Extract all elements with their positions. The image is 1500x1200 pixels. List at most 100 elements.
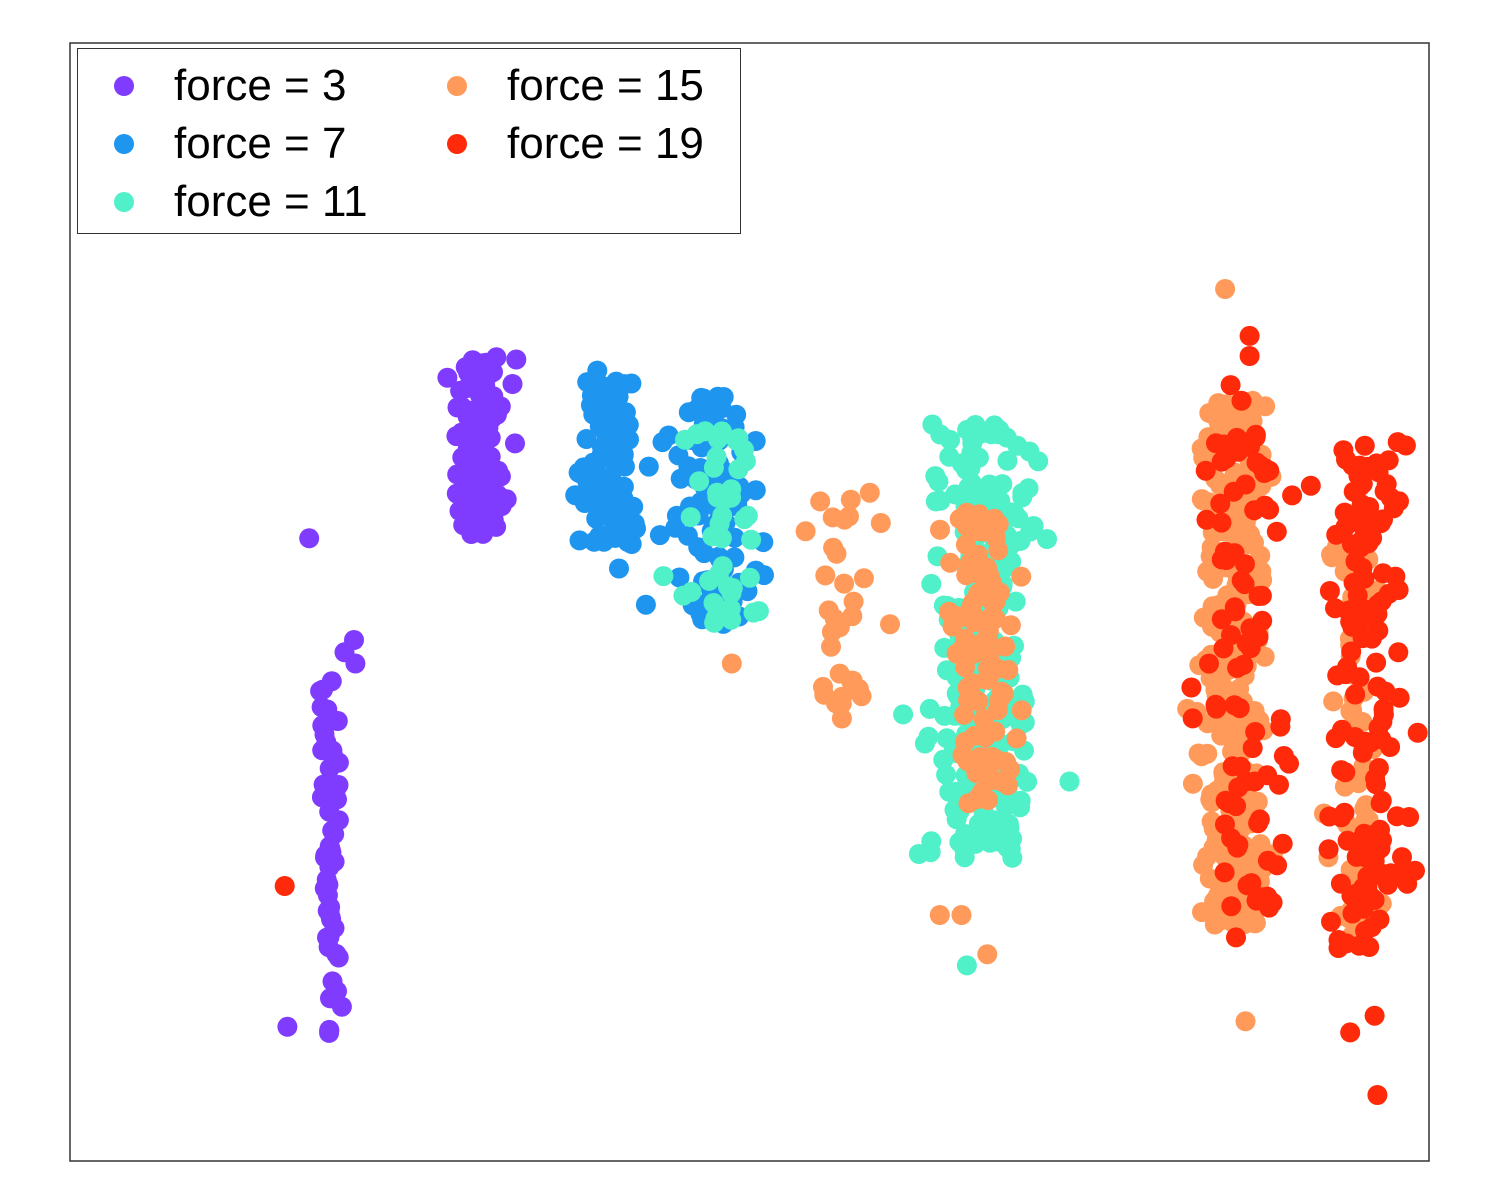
data-point-series-4: [1332, 719, 1352, 740]
data-point-series-3: [997, 775, 1018, 796]
data-point-series-0: [318, 787, 339, 808]
data-point-series-0: [319, 1022, 340, 1043]
data-point-series-1: [614, 456, 635, 477]
data-point-series-2: [988, 424, 1009, 445]
data-point-series-4: [1358, 533, 1379, 554]
data-point-series-2: [1007, 435, 1028, 456]
data-point-series-3: [1006, 728, 1027, 749]
data-point-series-4: [1377, 874, 1398, 895]
data-point-series-4: [1349, 455, 1370, 476]
data-point-series-4: [1242, 738, 1263, 758]
data-point-series-4: [1270, 709, 1291, 730]
data-point-series-2: [1012, 487, 1033, 508]
data-point-series-4: [1245, 722, 1266, 742]
data-point-series-1: [652, 432, 673, 453]
data-point-series-0: [319, 857, 340, 878]
data-point-series-2: [715, 489, 736, 510]
data-point-series-3: [853, 568, 874, 589]
data-point-series-3: [795, 521, 816, 542]
data-point-series-3: [988, 540, 1009, 561]
data-point-series-4: [1205, 694, 1226, 715]
data-point-series-4: [1220, 375, 1241, 396]
data-point-series-3: [1192, 490, 1213, 511]
data-point-series-4: [1368, 758, 1389, 778]
data-point-series-4: [1182, 708, 1203, 729]
data-point-series-3: [823, 537, 844, 558]
data-point-series-3: [870, 513, 891, 533]
data-point-series-3: [1235, 1011, 1256, 1032]
data-point-series-0: [471, 471, 492, 492]
data-point-series-4: [274, 876, 295, 896]
data-point-series-4: [1206, 433, 1226, 454]
data-point-series-3: [954, 704, 975, 725]
data-point-series-4: [1325, 598, 1345, 619]
data-point-series-4: [1340, 1022, 1361, 1043]
data-point-series-4: [1345, 684, 1366, 705]
data-point-series-1: [615, 402, 636, 423]
data-point-series-3: [1011, 700, 1032, 721]
legend-marker-force-15: [447, 76, 467, 96]
data-point-series-4: [1354, 823, 1375, 844]
data-point-series-1: [602, 424, 623, 445]
data-point-series-4: [1399, 807, 1420, 827]
data-point-series-2: [706, 447, 727, 467]
data-point-series-4: [1388, 642, 1409, 663]
data-point-series-2: [721, 609, 742, 630]
data-point-series-2: [893, 704, 914, 725]
data-point-series-4: [1249, 809, 1270, 830]
data-point-series-4: [1341, 599, 1362, 620]
data-point-series-4: [1269, 774, 1289, 795]
data-point-series-2: [708, 429, 728, 450]
data-point-series-1: [638, 456, 659, 477]
data-point-series-4: [1366, 652, 1387, 673]
data-point-series-2: [737, 505, 758, 526]
data-point-series-3: [859, 482, 880, 503]
data-point-series-1: [606, 382, 627, 403]
data-point-series-3: [842, 606, 863, 627]
data-point-series-4: [1244, 771, 1265, 792]
data-point-series-2: [721, 583, 742, 604]
data-point-series-3: [951, 905, 972, 925]
data-point-series-2: [739, 567, 760, 588]
data-point-series-3: [1203, 837, 1224, 858]
data-point-series-0: [506, 349, 527, 370]
legend-item-force-15: force = 15: [411, 57, 704, 115]
data-point-series-3: [976, 642, 997, 662]
legend: force = 3 force = 7 force = 11 force = 1…: [77, 48, 741, 234]
data-point-series-4: [1300, 475, 1321, 496]
data-point-series-0: [475, 375, 496, 396]
data-point-series-4: [1336, 933, 1357, 954]
data-point-series-4: [1266, 521, 1287, 542]
data-point-series-4: [1331, 807, 1352, 828]
data-point-series-4: [1378, 583, 1399, 604]
data-point-series-3: [991, 681, 1012, 702]
data-point-series-4: [1236, 633, 1257, 654]
data-point-series-1: [577, 472, 598, 493]
data-point-series-2: [965, 833, 986, 854]
data-point-series-2: [968, 447, 989, 468]
data-point-series-4: [1342, 903, 1363, 924]
data-point-series-4: [1219, 793, 1240, 814]
data-point-series-0: [502, 374, 523, 394]
data-point-series-4: [1321, 911, 1341, 932]
data-point-series-0: [327, 711, 348, 731]
data-point-series-2: [949, 832, 970, 853]
data-point-series-1: [649, 525, 670, 546]
legend-marker-force-7: [114, 134, 134, 154]
data-point-series-4: [1318, 839, 1339, 860]
legend-label-force-19: force = 19: [507, 119, 704, 168]
data-point-series-4: [1245, 424, 1266, 445]
data-point-series-4: [1343, 572, 1364, 593]
data-point-series-3: [810, 491, 831, 512]
data-point-series-2: [936, 764, 957, 785]
data-point-series-3: [834, 573, 855, 594]
data-point-series-4: [1218, 546, 1239, 567]
data-point-series-1: [609, 558, 629, 579]
data-point-series-4: [1211, 451, 1232, 472]
data-point-series-1: [617, 532, 638, 552]
data-point-series-4: [1331, 760, 1352, 781]
data-point-series-4: [1367, 1085, 1388, 1105]
data-point-series-0: [437, 367, 458, 388]
data-point-series-4: [1196, 509, 1217, 530]
data-point-series-1: [693, 388, 714, 409]
